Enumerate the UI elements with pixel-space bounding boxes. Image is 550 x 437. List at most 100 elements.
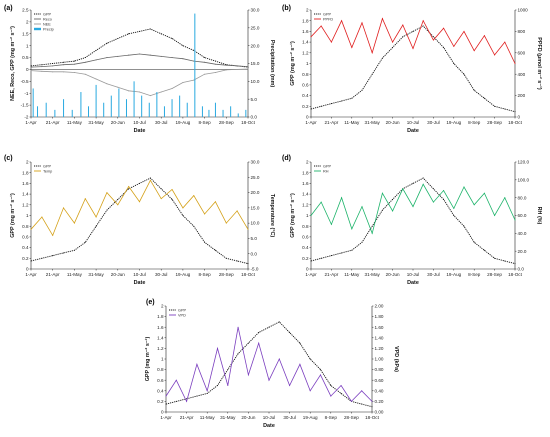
data-point-gpp — [422, 25, 424, 27]
x-tick-label: 11-May — [67, 120, 83, 125]
x-tick-label: 28-Sep — [344, 415, 359, 420]
data-point-rh — [361, 206, 363, 208]
y-tick-label: 0.8 — [157, 367, 164, 372]
y2-axis-label: Precipitation (mm) — [269, 40, 275, 88]
data-point-rh — [494, 215, 496, 216]
panel-label: (c) — [4, 155, 13, 162]
data-point-gpp — [483, 97, 485, 99]
y2-tick-label: 30.0 — [251, 8, 260, 13]
panel-label: (e) — [146, 299, 155, 306]
data-point-gpp — [247, 342, 249, 344]
x-tick-label: 10-Jul — [133, 272, 146, 277]
data-point-ppfd — [443, 27, 445, 29]
y2-tick-label: 600 — [518, 50, 526, 55]
data-point-gpp — [351, 97, 353, 99]
y2-tick-label: 0.60 — [375, 378, 384, 383]
y-tick-label: 0 — [306, 115, 309, 120]
data-point-nee — [41, 70, 43, 72]
data-point-gpp — [95, 49, 97, 51]
y2-tick-label: 200 — [518, 93, 526, 98]
data-point-nee — [204, 73, 206, 75]
data-point-ppfd — [361, 22, 363, 24]
bar-precip — [88, 106, 90, 117]
data-point-gpp — [128, 33, 130, 35]
data-point-ppfd — [473, 50, 475, 52]
y-tick-label: 1.4 — [302, 192, 309, 197]
y-tick-label: 1.8 — [22, 170, 29, 175]
bar-precip — [110, 95, 112, 117]
data-point-temp — [106, 192, 108, 194]
data-point-ppfd — [412, 48, 414, 50]
x-tick-label: 8-Sep — [198, 120, 211, 125]
data-point-gpp — [41, 257, 43, 259]
data-point-ppfd — [422, 20, 424, 22]
data-point-vpd — [206, 390, 208, 392]
data-point-gpp — [361, 89, 363, 91]
data-point-reco — [182, 58, 184, 60]
y-tick-label: 1.8 — [302, 170, 309, 175]
data-point-rh — [443, 190, 445, 192]
data-point-vpd — [309, 390, 311, 392]
data-point-gpp — [483, 249, 485, 251]
data-point-rh — [330, 223, 332, 225]
data-point-gpp — [299, 342, 301, 344]
x-axis-label: Date — [407, 128, 419, 134]
data-point-gpp — [225, 257, 227, 259]
chart-panel-3: (c) 0 0.2 0.4 0.6 0.8 1 1.2 1.4 1.6 1.8 2 -5.0 0.0 5.0… — [4, 155, 275, 286]
data-point-gpp — [160, 33, 162, 35]
data-point-nee — [73, 72, 75, 74]
x-tick-label: 11-May — [344, 120, 360, 125]
x-tick-label: 10-Jul — [407, 272, 420, 277]
data-point-reco — [95, 59, 97, 61]
data-point-rh — [351, 228, 353, 230]
y-tick-label: 2 — [306, 8, 309, 13]
bar-precip — [125, 99, 127, 117]
data-point-temp — [225, 222, 227, 224]
data-point-reco — [84, 61, 86, 63]
data-point-temp — [41, 216, 43, 218]
data-point-nee — [160, 91, 162, 93]
panel-label: (b) — [282, 5, 291, 12]
data-point-rh — [320, 201, 322, 203]
data-point-gpp — [95, 225, 97, 227]
data-point-gpp — [330, 385, 332, 386]
data-point-vpd — [371, 400, 373, 402]
data-point-reco — [171, 57, 173, 59]
data-point-vpd — [289, 385, 291, 386]
data-point-temp — [160, 198, 162, 200]
y2-tick-label: 100.0 — [518, 177, 530, 182]
data-point-vpd — [237, 326, 239, 328]
bar-precip — [156, 92, 158, 117]
y-tick-label: 1.8 — [302, 18, 309, 23]
legend-label: PPFD — [323, 17, 333, 21]
data-point-nee — [193, 79, 195, 81]
data-point-ppfd — [483, 35, 485, 37]
x-tick-label: 19-Aug — [175, 272, 190, 277]
legend-label: GPP — [43, 164, 51, 168]
x-tick-label: 10-Jul — [133, 120, 146, 125]
y-tick-label: 1 — [26, 43, 29, 48]
bar-precip — [237, 113, 239, 117]
data-point-gpp — [73, 249, 75, 251]
data-point-gpp — [171, 198, 173, 200]
chart-panel-4: (d)00.20.40.60.811.21.41.61.820.020.040.… — [282, 155, 542, 286]
data-point-gpp — [182, 45, 184, 47]
y-tick-label: 1.2 — [302, 202, 309, 207]
data-point-rh — [412, 206, 414, 208]
legend-label: Reco — [43, 17, 52, 21]
y2-tick-label: 25.0 — [251, 175, 260, 180]
data-point-gpp — [361, 403, 363, 405]
y-tick-label: 1.2 — [22, 202, 29, 207]
y-tick-label: 0 — [161, 410, 164, 415]
data-point-gpp — [381, 57, 383, 59]
y2-tick-label: 0.0 — [518, 267, 525, 272]
y2-tick-label: 15.0 — [251, 205, 260, 210]
data-point-vpd — [361, 390, 363, 392]
legend-label: GPP — [43, 12, 51, 16]
data-point-gpp — [227, 369, 229, 371]
y-tick-label: 2 — [26, 19, 29, 24]
data-point-rh — [514, 219, 516, 221]
y2-axis-label: PPFD (μmol m⁻² s⁻¹) — [536, 37, 542, 90]
legend-label: GPP — [323, 12, 331, 16]
data-point-reco — [41, 66, 43, 68]
